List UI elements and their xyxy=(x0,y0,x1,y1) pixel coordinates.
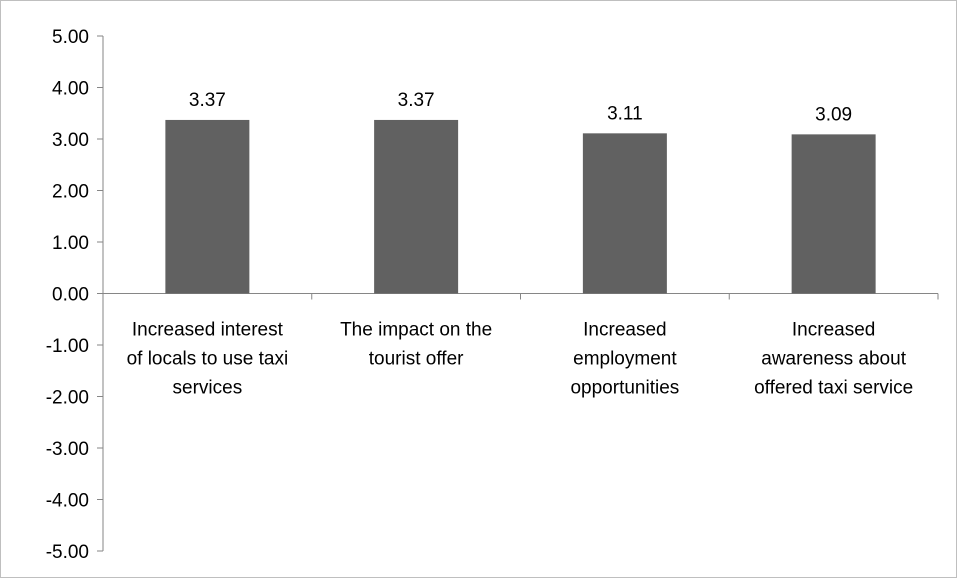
bar xyxy=(374,119,459,294)
category-label: offered taxi service xyxy=(754,378,913,399)
category-label: Increased interest xyxy=(132,320,284,341)
y-tick-label: -4.00 xyxy=(46,491,89,512)
bar xyxy=(791,134,876,294)
category-label: of locals to use taxi xyxy=(127,349,289,370)
y-tick-label: 3.00 xyxy=(52,130,89,151)
category-label: opportunities xyxy=(570,378,679,399)
y-tick-label: -3.00 xyxy=(46,439,89,460)
bar xyxy=(165,119,250,294)
y-tick-label: -1.00 xyxy=(46,336,89,357)
y-tick-label: -2.00 xyxy=(46,388,89,409)
category-label: Increased xyxy=(792,320,875,341)
bar xyxy=(582,133,667,294)
category-label: The impact on the xyxy=(340,320,492,341)
chart-labels: 5.00 4.00 3.00 2.00 1.00 0.00 -1.00 -2.00 -3.00 -… xyxy=(46,27,914,563)
y-tick-label: 0.00 xyxy=(52,285,89,306)
chart-bars xyxy=(165,119,876,294)
y-tick-label: -5.00 xyxy=(46,542,89,563)
data-label: 3.37 xyxy=(189,90,226,111)
category-label: tourist offer xyxy=(369,349,464,370)
data-label: 3.11 xyxy=(607,103,643,124)
y-tick-label: 5.00 xyxy=(52,27,89,48)
category-label: employment xyxy=(573,349,677,370)
y-tick-label: 1.00 xyxy=(52,233,89,254)
category-label: services xyxy=(173,378,243,399)
category-label: Increased xyxy=(583,320,666,341)
data-label: 3.09 xyxy=(815,104,852,125)
y-tick-label: 2.00 xyxy=(52,182,89,203)
y-tick-label: 4.00 xyxy=(52,79,89,100)
category-label: awareness about xyxy=(761,349,906,370)
data-label: 3.37 xyxy=(398,90,435,111)
